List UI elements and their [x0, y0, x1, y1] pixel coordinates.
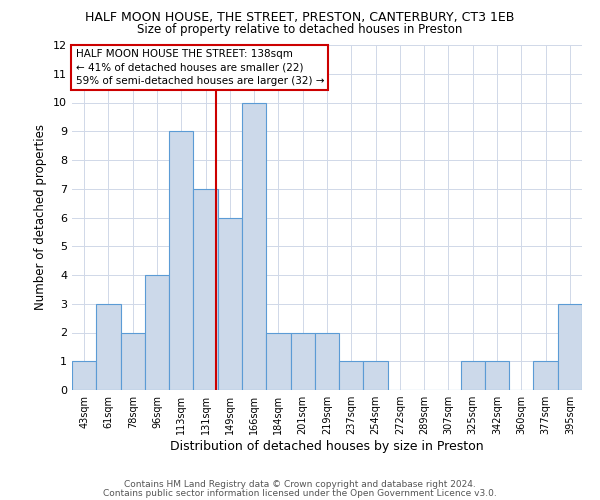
Bar — [290, 332, 315, 390]
Text: HALF MOON HOUSE THE STREET: 138sqm
← 41% of detached houses are smaller (22)
59%: HALF MOON HOUSE THE STREET: 138sqm ← 41%… — [76, 50, 324, 86]
Bar — [558, 304, 582, 390]
Bar — [339, 361, 364, 390]
Bar — [364, 361, 388, 390]
Bar — [72, 361, 96, 390]
X-axis label: Distribution of detached houses by size in Preston: Distribution of detached houses by size … — [170, 440, 484, 453]
Text: Size of property relative to detached houses in Preston: Size of property relative to detached ho… — [137, 22, 463, 36]
Bar — [461, 361, 485, 390]
Bar — [485, 361, 509, 390]
Text: HALF MOON HOUSE, THE STREET, PRESTON, CANTERBURY, CT3 1EB: HALF MOON HOUSE, THE STREET, PRESTON, CA… — [85, 11, 515, 24]
Bar — [145, 275, 169, 390]
Bar — [242, 102, 266, 390]
Bar — [533, 361, 558, 390]
Text: Contains HM Land Registry data © Crown copyright and database right 2024.: Contains HM Land Registry data © Crown c… — [124, 480, 476, 489]
Bar — [315, 332, 339, 390]
Bar — [193, 188, 218, 390]
Bar — [218, 218, 242, 390]
Bar — [266, 332, 290, 390]
Bar — [121, 332, 145, 390]
Bar — [169, 131, 193, 390]
Y-axis label: Number of detached properties: Number of detached properties — [34, 124, 47, 310]
Text: Contains public sector information licensed under the Open Government Licence v3: Contains public sector information licen… — [103, 488, 497, 498]
Bar — [96, 304, 121, 390]
